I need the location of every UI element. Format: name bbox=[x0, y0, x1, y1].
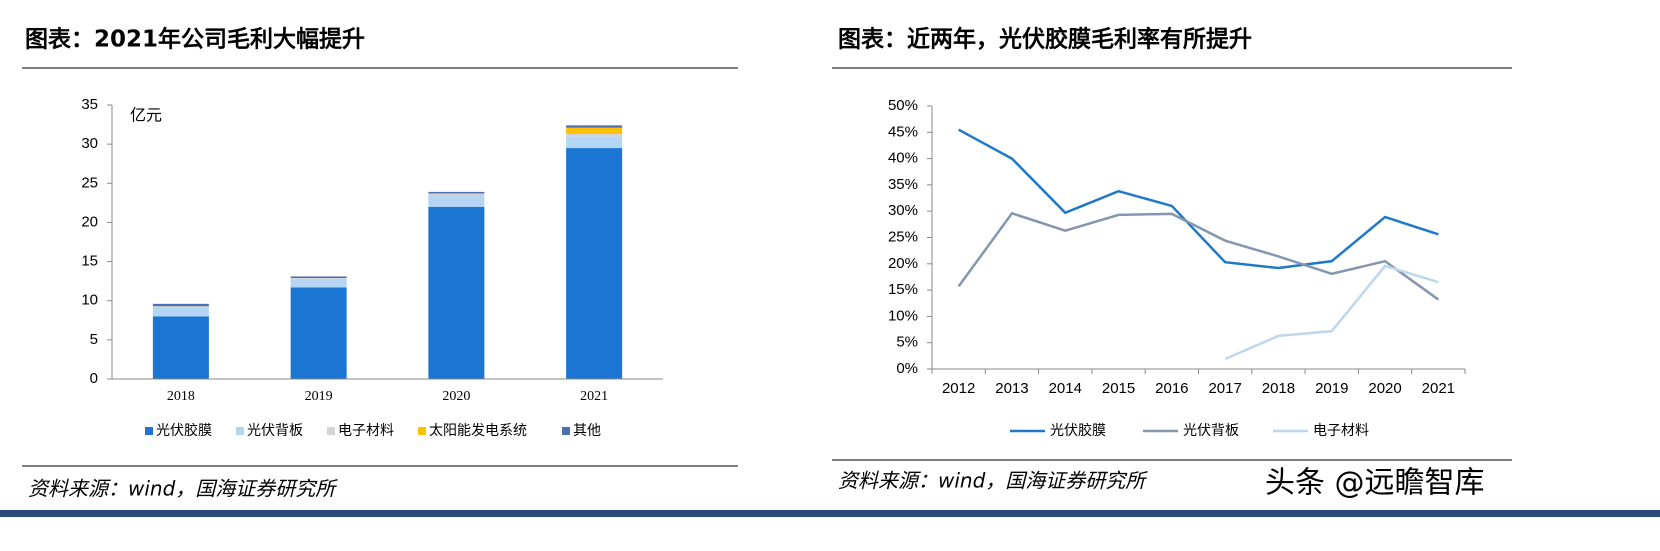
bar-segment bbox=[428, 195, 485, 207]
legend-label: 光伏背板 bbox=[247, 423, 303, 439]
bar-segment bbox=[290, 278, 347, 279]
legend-label: 电子材料 bbox=[338, 423, 394, 439]
bar-segment bbox=[290, 278, 347, 288]
bar-segment bbox=[566, 133, 623, 137]
y-tick-label: 35 bbox=[81, 96, 98, 113]
legend-label: 光伏背板 bbox=[1183, 423, 1239, 439]
legend-label: 太阳能发电系统 bbox=[429, 423, 527, 439]
bar-segment bbox=[290, 276, 347, 279]
legend-swatch bbox=[145, 427, 153, 435]
footer-bar bbox=[0, 510, 1660, 517]
y-tick-label: 15 bbox=[81, 253, 98, 270]
bar-segment bbox=[566, 127, 623, 134]
legend-label: 电子材料 bbox=[1313, 423, 1369, 439]
legend-label: 其他 bbox=[573, 423, 601, 439]
y-tick-label: 20% bbox=[888, 255, 918, 272]
bar-segment bbox=[428, 193, 485, 196]
unit-label: 亿元 bbox=[130, 106, 162, 125]
legend-swatch bbox=[327, 427, 335, 435]
bar-segment bbox=[152, 303, 209, 307]
y-tick-label: 40% bbox=[888, 150, 918, 167]
bar-segment bbox=[566, 125, 623, 128]
bar-segment bbox=[152, 316, 209, 379]
x-tick-label: 2012 bbox=[942, 380, 975, 397]
y-tick-label: 45% bbox=[888, 123, 918, 140]
y-tick-label: 10% bbox=[888, 307, 918, 324]
x-tick-label: 2018 bbox=[1262, 380, 1295, 397]
legend-swatch bbox=[562, 427, 570, 435]
x-tick-label: 2013 bbox=[995, 380, 1028, 397]
y-tick-label: 20 bbox=[81, 213, 98, 230]
x-tick-label: 2021 bbox=[580, 389, 608, 404]
y-tick-label: 5% bbox=[896, 334, 918, 351]
x-tick-label: 2020 bbox=[1368, 380, 1401, 397]
source: 资料来源：wind，国海证券研究所 bbox=[838, 469, 1148, 493]
x-tick-label: 2016 bbox=[1155, 380, 1188, 397]
x-tick-label: 2015 bbox=[1102, 380, 1135, 397]
bar-segment bbox=[566, 148, 623, 379]
line-series bbox=[957, 211, 1440, 301]
y-tick-label: 35% bbox=[888, 176, 918, 193]
y-tick-label: 30% bbox=[888, 202, 918, 219]
legend-label: 光伏胶膜 bbox=[156, 422, 212, 439]
watermark: 头条 @远瞻智库 bbox=[1265, 466, 1485, 501]
y-tick-label: 10 bbox=[81, 292, 98, 309]
source: 资料来源：wind，国海证券研究所 bbox=[28, 477, 338, 501]
bar-segment bbox=[566, 136, 623, 149]
bar-segment bbox=[428, 191, 485, 194]
y-tick-label: 5 bbox=[90, 331, 98, 348]
y-tick-label: 25 bbox=[81, 174, 98, 191]
legend-swatch bbox=[236, 427, 244, 435]
y-tick-label: 0 bbox=[90, 370, 98, 387]
x-tick-label: 2019 bbox=[1315, 380, 1348, 397]
bar-segment bbox=[152, 306, 209, 307]
bar-segment bbox=[290, 287, 347, 379]
line-series bbox=[958, 128, 1439, 270]
y-tick-label: 0% bbox=[896, 360, 918, 377]
y-tick-label: 15% bbox=[888, 281, 918, 298]
x-tick-label: 2018 bbox=[167, 389, 195, 404]
y-tick-label: 30 bbox=[81, 135, 98, 152]
bar-segment bbox=[428, 206, 485, 379]
y-tick-label: 25% bbox=[888, 228, 918, 245]
legend-label: 光伏胶膜 bbox=[1050, 422, 1106, 439]
bar-segment bbox=[152, 306, 209, 317]
x-tick-label: 2014 bbox=[1049, 380, 1082, 397]
x-tick-label: 2021 bbox=[1422, 380, 1455, 397]
chart-title: 图表：近两年，光伏胶膜毛利率有所提升 bbox=[838, 26, 1252, 53]
x-tick-label: 2017 bbox=[1208, 380, 1241, 397]
x-tick-label: 2020 bbox=[442, 389, 470, 404]
chart-title: 图表：2021年公司毛利大幅提升 bbox=[25, 26, 365, 53]
line-series bbox=[1224, 264, 1439, 361]
x-tick-label: 2019 bbox=[305, 389, 333, 404]
y-tick-label: 50% bbox=[888, 97, 918, 114]
legend-swatch bbox=[418, 427, 426, 435]
